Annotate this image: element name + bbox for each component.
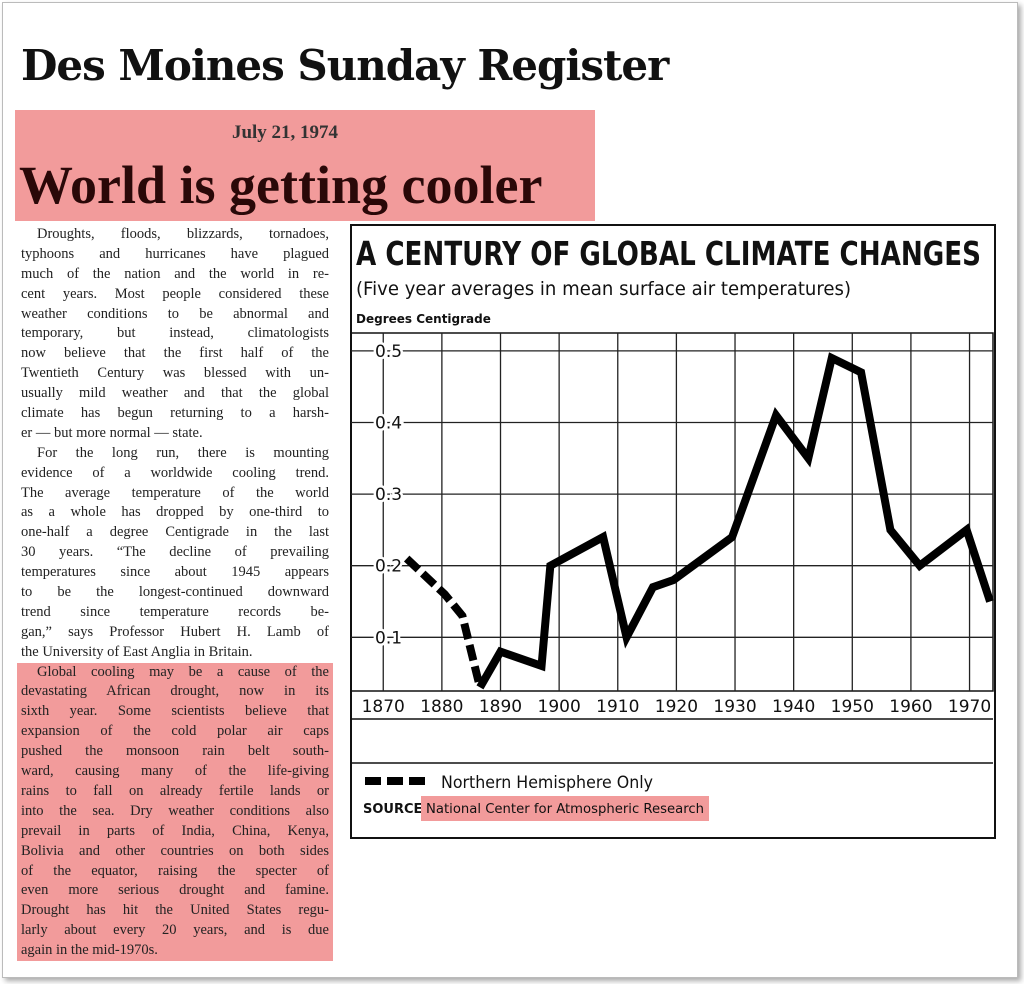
data-line: [403, 555, 484, 689]
article: Droughts, floods, blizzards, tornadoes, t…: [17, 225, 333, 961]
source-highlight: [421, 796, 709, 821]
x-tick-label: 1890: [479, 697, 522, 717]
text-line: evidence of a worldwide cooling trend.: [21, 464, 329, 481]
source: National Center for Atmospheric Research: [426, 802, 704, 817]
text-line: climate has begun returning to a harsh-: [21, 405, 329, 422]
x-tick-label: 1870: [362, 697, 405, 717]
text-line: temperatures since about 1945 appears: [21, 564, 329, 581]
headline-box: July 21, 1974 World is getting cooler: [15, 110, 595, 221]
text-line: Drought has hit the United States regu-: [21, 902, 329, 919]
text-line: to be the longest-continued downward: [21, 584, 329, 601]
paragraph: Droughts, floods, blizzards, tornadoes, t…: [21, 225, 329, 444]
text-line: Twentieth Century was blessed with un-: [21, 365, 329, 382]
chart-title: A CENTURY OF GLOBAL CLIMATE CHANGES: [356, 234, 981, 273]
x-tick-label: 1960: [889, 697, 932, 717]
text-line: ward, causing many of the life-giving: [21, 763, 329, 780]
text-line: usually mild weather and that the global: [21, 385, 329, 402]
x-tick-label: 1900: [538, 697, 581, 717]
text-line: prevail in parts of India, China, Kenya,: [21, 822, 329, 839]
source-label: SOURCE:: [363, 802, 428, 817]
text-line: er — but more normal — state.: [21, 424, 203, 441]
paragraph: For the long run, there is mounting evide…: [21, 444, 329, 663]
text-line: The average temperature of the world: [21, 484, 329, 501]
text-line: as a whole has dropped by one-third to: [21, 504, 329, 521]
chart: A CENTURY OF GLOBAL CLIMATE CHANGES (Fiv…: [350, 224, 996, 839]
x-tick-label: 1950: [831, 697, 874, 717]
y-tick-label: 0.4: [375, 414, 402, 434]
y-tick-label: 0.3: [375, 485, 402, 505]
y-tick-label: 0.5: [375, 342, 402, 362]
legend-label: Northern Hemisphere Only: [441, 773, 653, 793]
text-line: pushed the monsoon rain belt south-: [21, 743, 329, 760]
text-line: much of the nation and the world in re-: [21, 265, 329, 282]
paragraph: Global cooling may be a cause of the deva…: [17, 662, 333, 961]
text-line: rains to fall on already fertile lands o…: [21, 782, 329, 799]
text-line: Droughts, floods, blizzards, tornadoes,: [37, 226, 329, 242]
text-line: one-half a degree Centigrade in the last: [21, 524, 329, 541]
text-line: into the sea. Dry weather conditions als…: [21, 802, 329, 819]
text-line: larly about every 20 years, and is due: [21, 922, 329, 939]
y-tick-label: 0.1: [375, 628, 402, 648]
text-line: the University of East Anglia in Britain…: [21, 643, 253, 660]
y-tick-label: 0.2: [375, 557, 402, 577]
x-tick-label: 1920: [655, 697, 698, 717]
text-line: of the equator, raising the specter of: [21, 862, 329, 879]
text-line: temporary, but instead, climatologists: [21, 325, 329, 342]
text-line: devastating African drought, now in its: [21, 683, 329, 700]
text-line: sixth year. Some scientists believe that: [21, 703, 329, 720]
chart-subtitle: (Five year averages in mean surface air …: [356, 278, 851, 300]
x-tick-label: 1930: [713, 697, 756, 717]
text-line: now believe that the first half of the: [21, 345, 329, 362]
x-tick-label: 1880: [420, 697, 463, 717]
text-line: trend since temperature records be-: [21, 603, 329, 620]
text-line: For the long run, there is mounting: [37, 444, 329, 461]
text-line: weather conditions to be abnormal and: [21, 305, 329, 322]
x-tick-label: 1970: [948, 697, 991, 717]
plot-frame: [350, 332, 994, 692]
text-line: Bolivia and other countries on both side…: [21, 842, 329, 859]
text-line: even more serious drought and famine.: [21, 882, 329, 899]
masthead: Des Moines Sunday Register: [21, 41, 669, 90]
x-tick-label: 1910: [596, 697, 639, 717]
data-line: [476, 352, 994, 690]
text-line: expansion of the cold polar air caps: [21, 723, 329, 740]
date: July 21, 1974: [231, 122, 339, 143]
text-line: gan,” says Professor Hubert H. Lamb of: [21, 623, 329, 640]
text-line: typhoons and hurricanes have plagued: [21, 245, 329, 262]
headline: World is getting cooler: [19, 155, 543, 215]
y-axis-label: Degrees Centigrade: [356, 312, 491, 326]
text-line: again in the mid-1970s.: [21, 942, 158, 959]
x-tick-label: 1940: [772, 697, 815, 717]
text-line: Global cooling may be a cause of the: [37, 663, 329, 680]
text-line: cent years. Most people considered these: [21, 285, 329, 302]
text-line: 30 years. “The decline of prevailing: [21, 544, 329, 561]
